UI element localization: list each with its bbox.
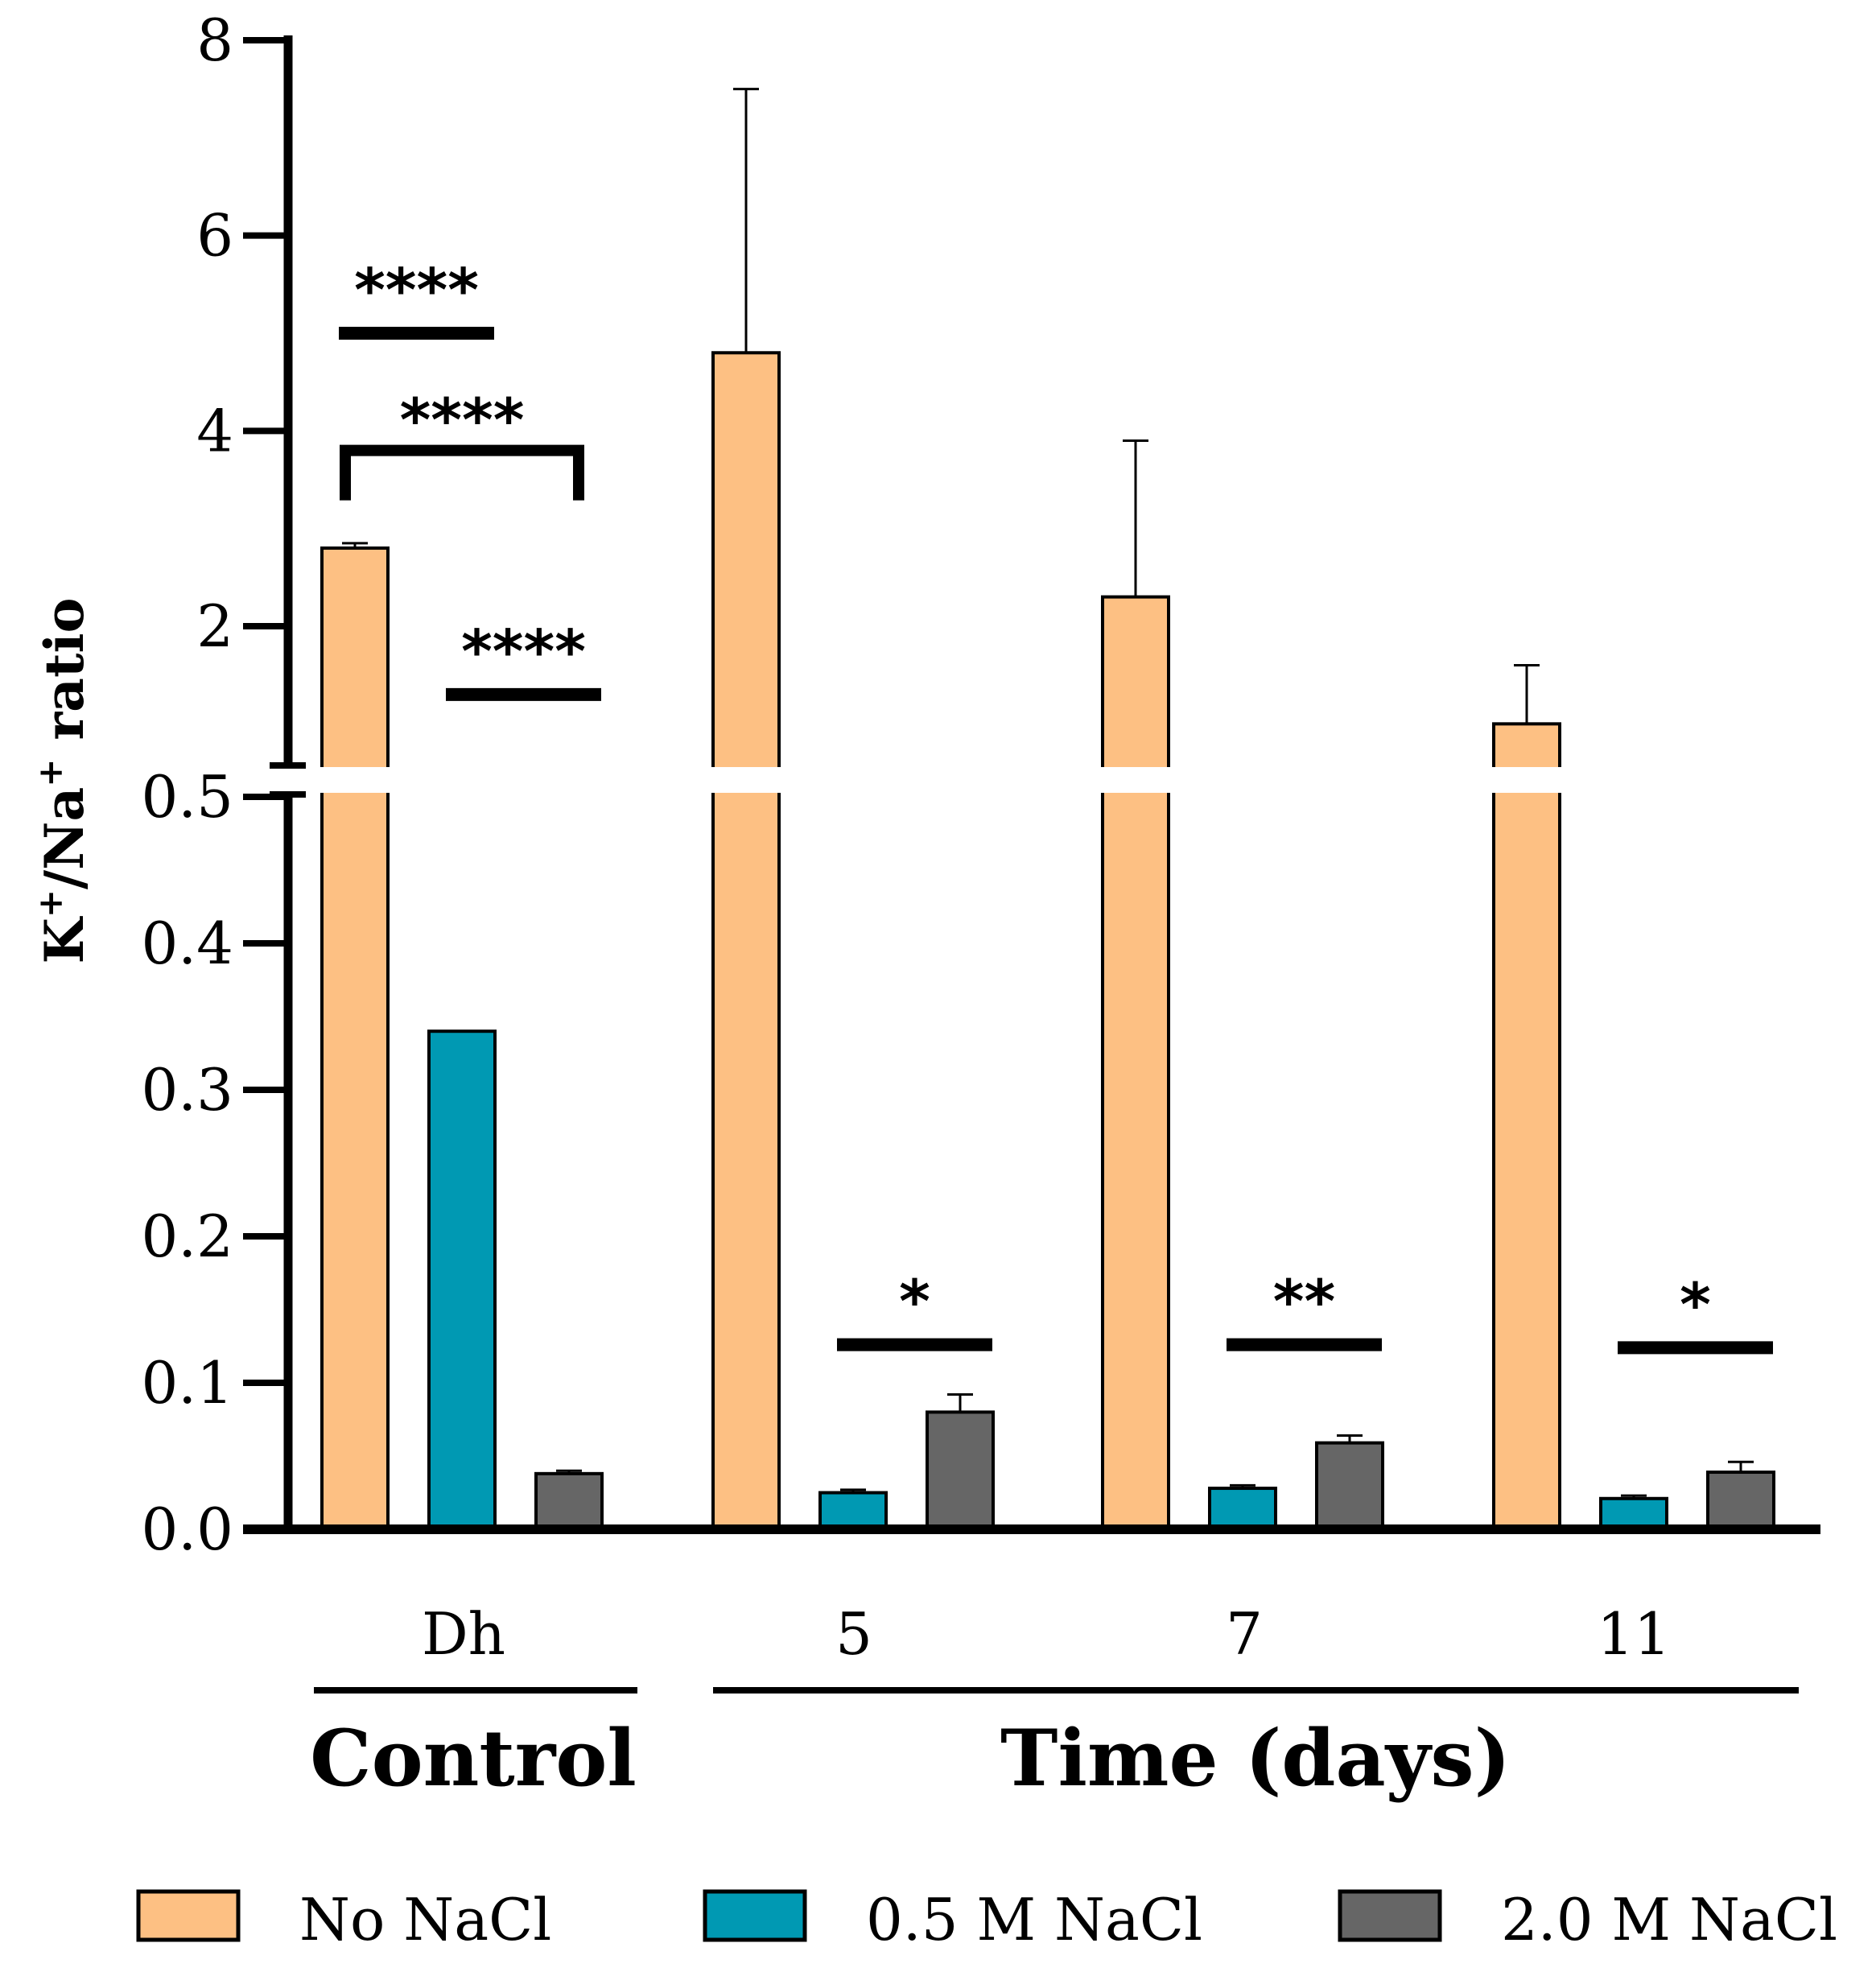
significance-label: *	[1680, 1270, 1711, 1339]
bar	[1706, 1471, 1775, 1532]
x-category-label: Dh	[422, 1600, 505, 1668]
y-tick-label: 0.3	[141, 1056, 233, 1124]
bar	[711, 351, 781, 1531]
y-tick-label: 0.5	[141, 763, 233, 831]
bar	[427, 1029, 497, 1531]
y-tick-label: 8	[196, 6, 233, 74]
y-tick-label: 2	[196, 592, 233, 660]
bar	[1101, 595, 1170, 1531]
axis-break-gap	[710, 767, 782, 793]
significance-label: ****	[400, 386, 525, 456]
y-tick-label: 0.0	[141, 1496, 233, 1563]
axis-break-gap	[319, 767, 391, 793]
significance-label: *	[899, 1268, 930, 1337]
y-tick-label: 4	[196, 397, 233, 464]
legend-swatch	[136, 1889, 241, 1942]
y-tick-label: 0.2	[141, 1203, 233, 1270]
y-tick-label: 0.1	[141, 1349, 233, 1417]
bar	[926, 1410, 995, 1532]
legend-label: 0.5 M NaCl	[866, 1886, 1202, 1953]
significance-label: ****	[354, 256, 479, 325]
y-tick-label: 0.4	[141, 910, 233, 977]
x-category-label: 5	[835, 1600, 872, 1668]
legend-swatch	[703, 1889, 807, 1942]
bar	[1315, 1441, 1384, 1531]
axis-break-gap	[1099, 767, 1172, 793]
x-category-label: 7	[1226, 1600, 1263, 1668]
axis-break-gap	[1490, 767, 1563, 793]
y-axis-label: K+/Na+ ratio	[31, 597, 96, 963]
bar	[1208, 1487, 1277, 1532]
bar	[818, 1491, 888, 1531]
significance-label: **	[1273, 1268, 1335, 1337]
bar	[534, 1471, 604, 1531]
bar	[320, 546, 390, 1531]
legend-label: 2.0 M NaCl	[1501, 1886, 1837, 1953]
legend-swatch	[1338, 1889, 1442, 1942]
y-tick-label: 6	[196, 202, 233, 270]
group-label: Time (days)	[1000, 1713, 1511, 1804]
x-category-label: 11	[1597, 1600, 1671, 1668]
group-label: Control	[310, 1713, 637, 1804]
legend-label: No NaCl	[299, 1886, 551, 1953]
significance-bracket	[340, 444, 584, 501]
bar	[1492, 722, 1561, 1531]
significance-label: ****	[461, 617, 586, 687]
